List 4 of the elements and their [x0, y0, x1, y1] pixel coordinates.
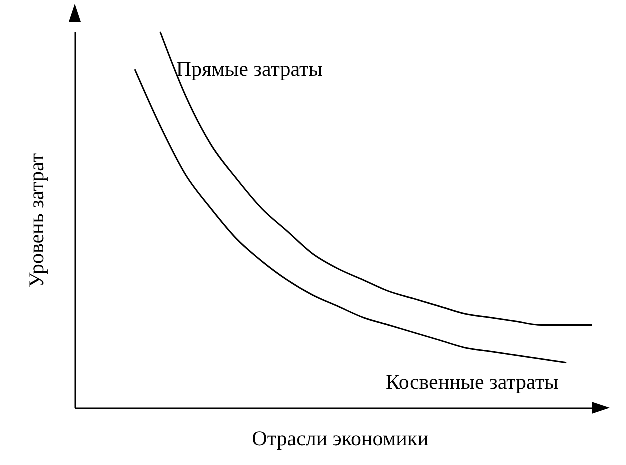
x-axis-title: Отрасли экономики	[252, 426, 429, 450]
y-axis-title: Уровень затрат	[24, 153, 48, 288]
series-label: Косвенные затраты	[386, 370, 559, 394]
series-label: Прямые затраты	[176, 57, 323, 81]
